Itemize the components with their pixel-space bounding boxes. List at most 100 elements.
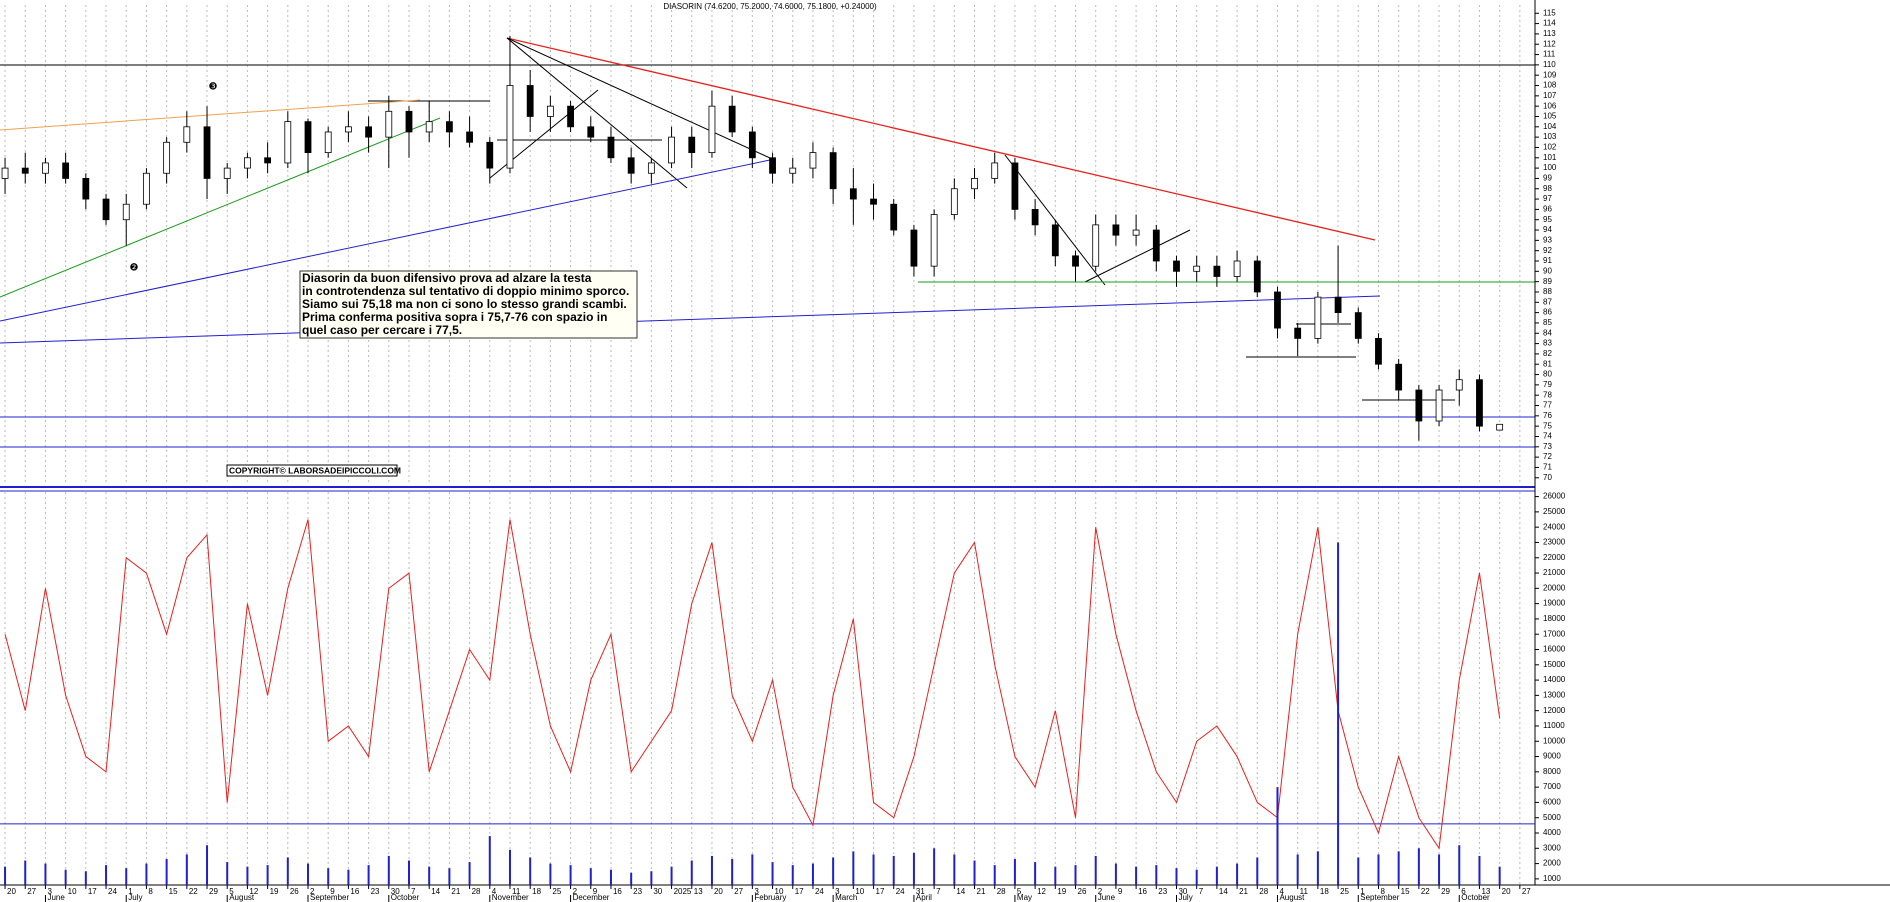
volume-bar: [84, 871, 87, 885]
volume-bar: [407, 860, 410, 885]
x-tick-label: 9: [330, 887, 335, 896]
volume-bar: [1357, 857, 1360, 885]
volume-bar: [811, 863, 814, 885]
y-tick-label: 91: [1543, 256, 1552, 265]
annotation-line: Prima conferma positiva sopra i 75,7-76 …: [302, 310, 607, 324]
y-tick-label: 80: [1543, 370, 1552, 379]
volume-bar: [367, 865, 370, 885]
month-label: October: [391, 893, 420, 902]
y-tick-label: 89: [1543, 277, 1552, 286]
volume-bar: [933, 848, 936, 885]
candle-body: [1, 167, 9, 179]
y-tick-label: 26000: [1543, 492, 1566, 501]
y-tick-label: 23000: [1543, 538, 1566, 547]
trend-line: [506, 37, 688, 189]
y-tick-label: 15000: [1543, 660, 1566, 669]
volume-bar: [24, 860, 27, 885]
y-tick-label: 11000: [1543, 721, 1565, 730]
volume-bar: [690, 860, 693, 885]
candle-body: [910, 229, 918, 267]
volume-bar: [448, 868, 451, 885]
x-tick-label: 20: [1502, 887, 1511, 896]
x-tick-label: 12: [1037, 887, 1046, 896]
volume-bar: [488, 836, 491, 885]
volume-bar: [307, 863, 310, 885]
y-tick-label: 3000: [1543, 843, 1561, 852]
x-tick-label: 27: [27, 887, 36, 896]
x-tick-label: 29: [1441, 887, 1450, 896]
month-label: September: [310, 893, 349, 902]
annotation-line: Diasorin da buon difensivo prova ad alza…: [302, 271, 592, 285]
volume-bar: [185, 854, 188, 885]
volume-bar: [1458, 845, 1461, 885]
x-tick-label: 22: [189, 887, 198, 896]
candle-body: [950, 188, 958, 215]
x-tick-label: 23: [633, 887, 642, 896]
volume-bar: [206, 845, 209, 885]
y-tick-label: 77: [1543, 401, 1552, 410]
volume-bar: [1155, 865, 1158, 885]
marker: ❷: [130, 263, 139, 274]
y-tick-label: 76: [1543, 411, 1552, 420]
x-tick-label: 16: [1138, 887, 1147, 896]
y-tick-label: 107: [1543, 91, 1557, 100]
y-tick-label: 12000: [1543, 706, 1566, 715]
y-tick-label: 71: [1543, 463, 1552, 472]
annotation-line: in controtendenza sul tentativo di doppi…: [302, 284, 629, 298]
volume-bar: [165, 859, 168, 885]
candle-body: [1496, 423, 1504, 431]
candle-body: [607, 136, 615, 159]
copyright: COPYRIGHT© LABORSADEIPICCOLI.COM: [229, 465, 401, 475]
candle-body: [567, 105, 574, 128]
candle-body: [1476, 379, 1483, 427]
candle-body: [890, 203, 898, 231]
y-tick-label: 81: [1543, 359, 1552, 368]
y-tick-label: 92: [1543, 246, 1552, 255]
y-tick-label: 98: [1543, 184, 1552, 193]
volume-bar: [1397, 851, 1400, 885]
candle-body: [991, 162, 999, 179]
x-tick-label: 22: [1421, 887, 1430, 896]
volume-bar: [953, 854, 956, 885]
candle-body: [668, 136, 675, 164]
x-tick-label: 2: [1098, 887, 1103, 896]
volume-bar: [710, 855, 713, 885]
x-tick-label: 27: [734, 887, 743, 896]
x-tick-label: 28: [472, 887, 481, 896]
volume-bar: [912, 852, 915, 885]
y-tick-label: 2000: [1543, 859, 1561, 868]
candle-body: [1051, 224, 1059, 257]
volume-bar: [44, 863, 47, 885]
y-tick-label: 17000: [1543, 629, 1566, 638]
x-tick-label: 11: [512, 887, 521, 896]
x-tick-label: 19: [1057, 887, 1066, 896]
volume-bar: [1337, 542, 1340, 885]
y-tick-label: 9000: [1543, 752, 1561, 761]
candle-body: [688, 136, 696, 154]
x-tick-label: 24: [815, 887, 824, 896]
month-label: August: [1279, 893, 1305, 902]
candle-body: [627, 157, 635, 174]
x-tick-label: 14: [431, 887, 440, 896]
candle-body: [1455, 379, 1463, 391]
y-tick-label: 4000: [1543, 828, 1561, 837]
candle-body: [769, 157, 776, 174]
x-tick-label: 10: [775, 887, 784, 896]
x-tick-label: 29: [209, 887, 218, 896]
trend-line: [489, 89, 599, 179]
volume-bar: [892, 855, 895, 885]
x-tick-label: 2: [573, 887, 578, 896]
candle-body: [1415, 389, 1423, 422]
y-tick-label: 5000: [1543, 813, 1561, 822]
y-tick-label: 109: [1543, 70, 1557, 79]
candle-body: [42, 162, 49, 174]
candle-body: [163, 141, 171, 174]
candle-body: [971, 178, 978, 190]
candle-body: [546, 105, 554, 117]
y-tick-label: 70: [1543, 473, 1552, 482]
volume-bar: [1094, 855, 1097, 885]
y-tick-label: 79: [1543, 380, 1552, 389]
x-tick-label: 18: [1320, 887, 1329, 896]
x-tick-label: 13: [694, 887, 703, 896]
x-tick-label: 7: [411, 887, 416, 896]
